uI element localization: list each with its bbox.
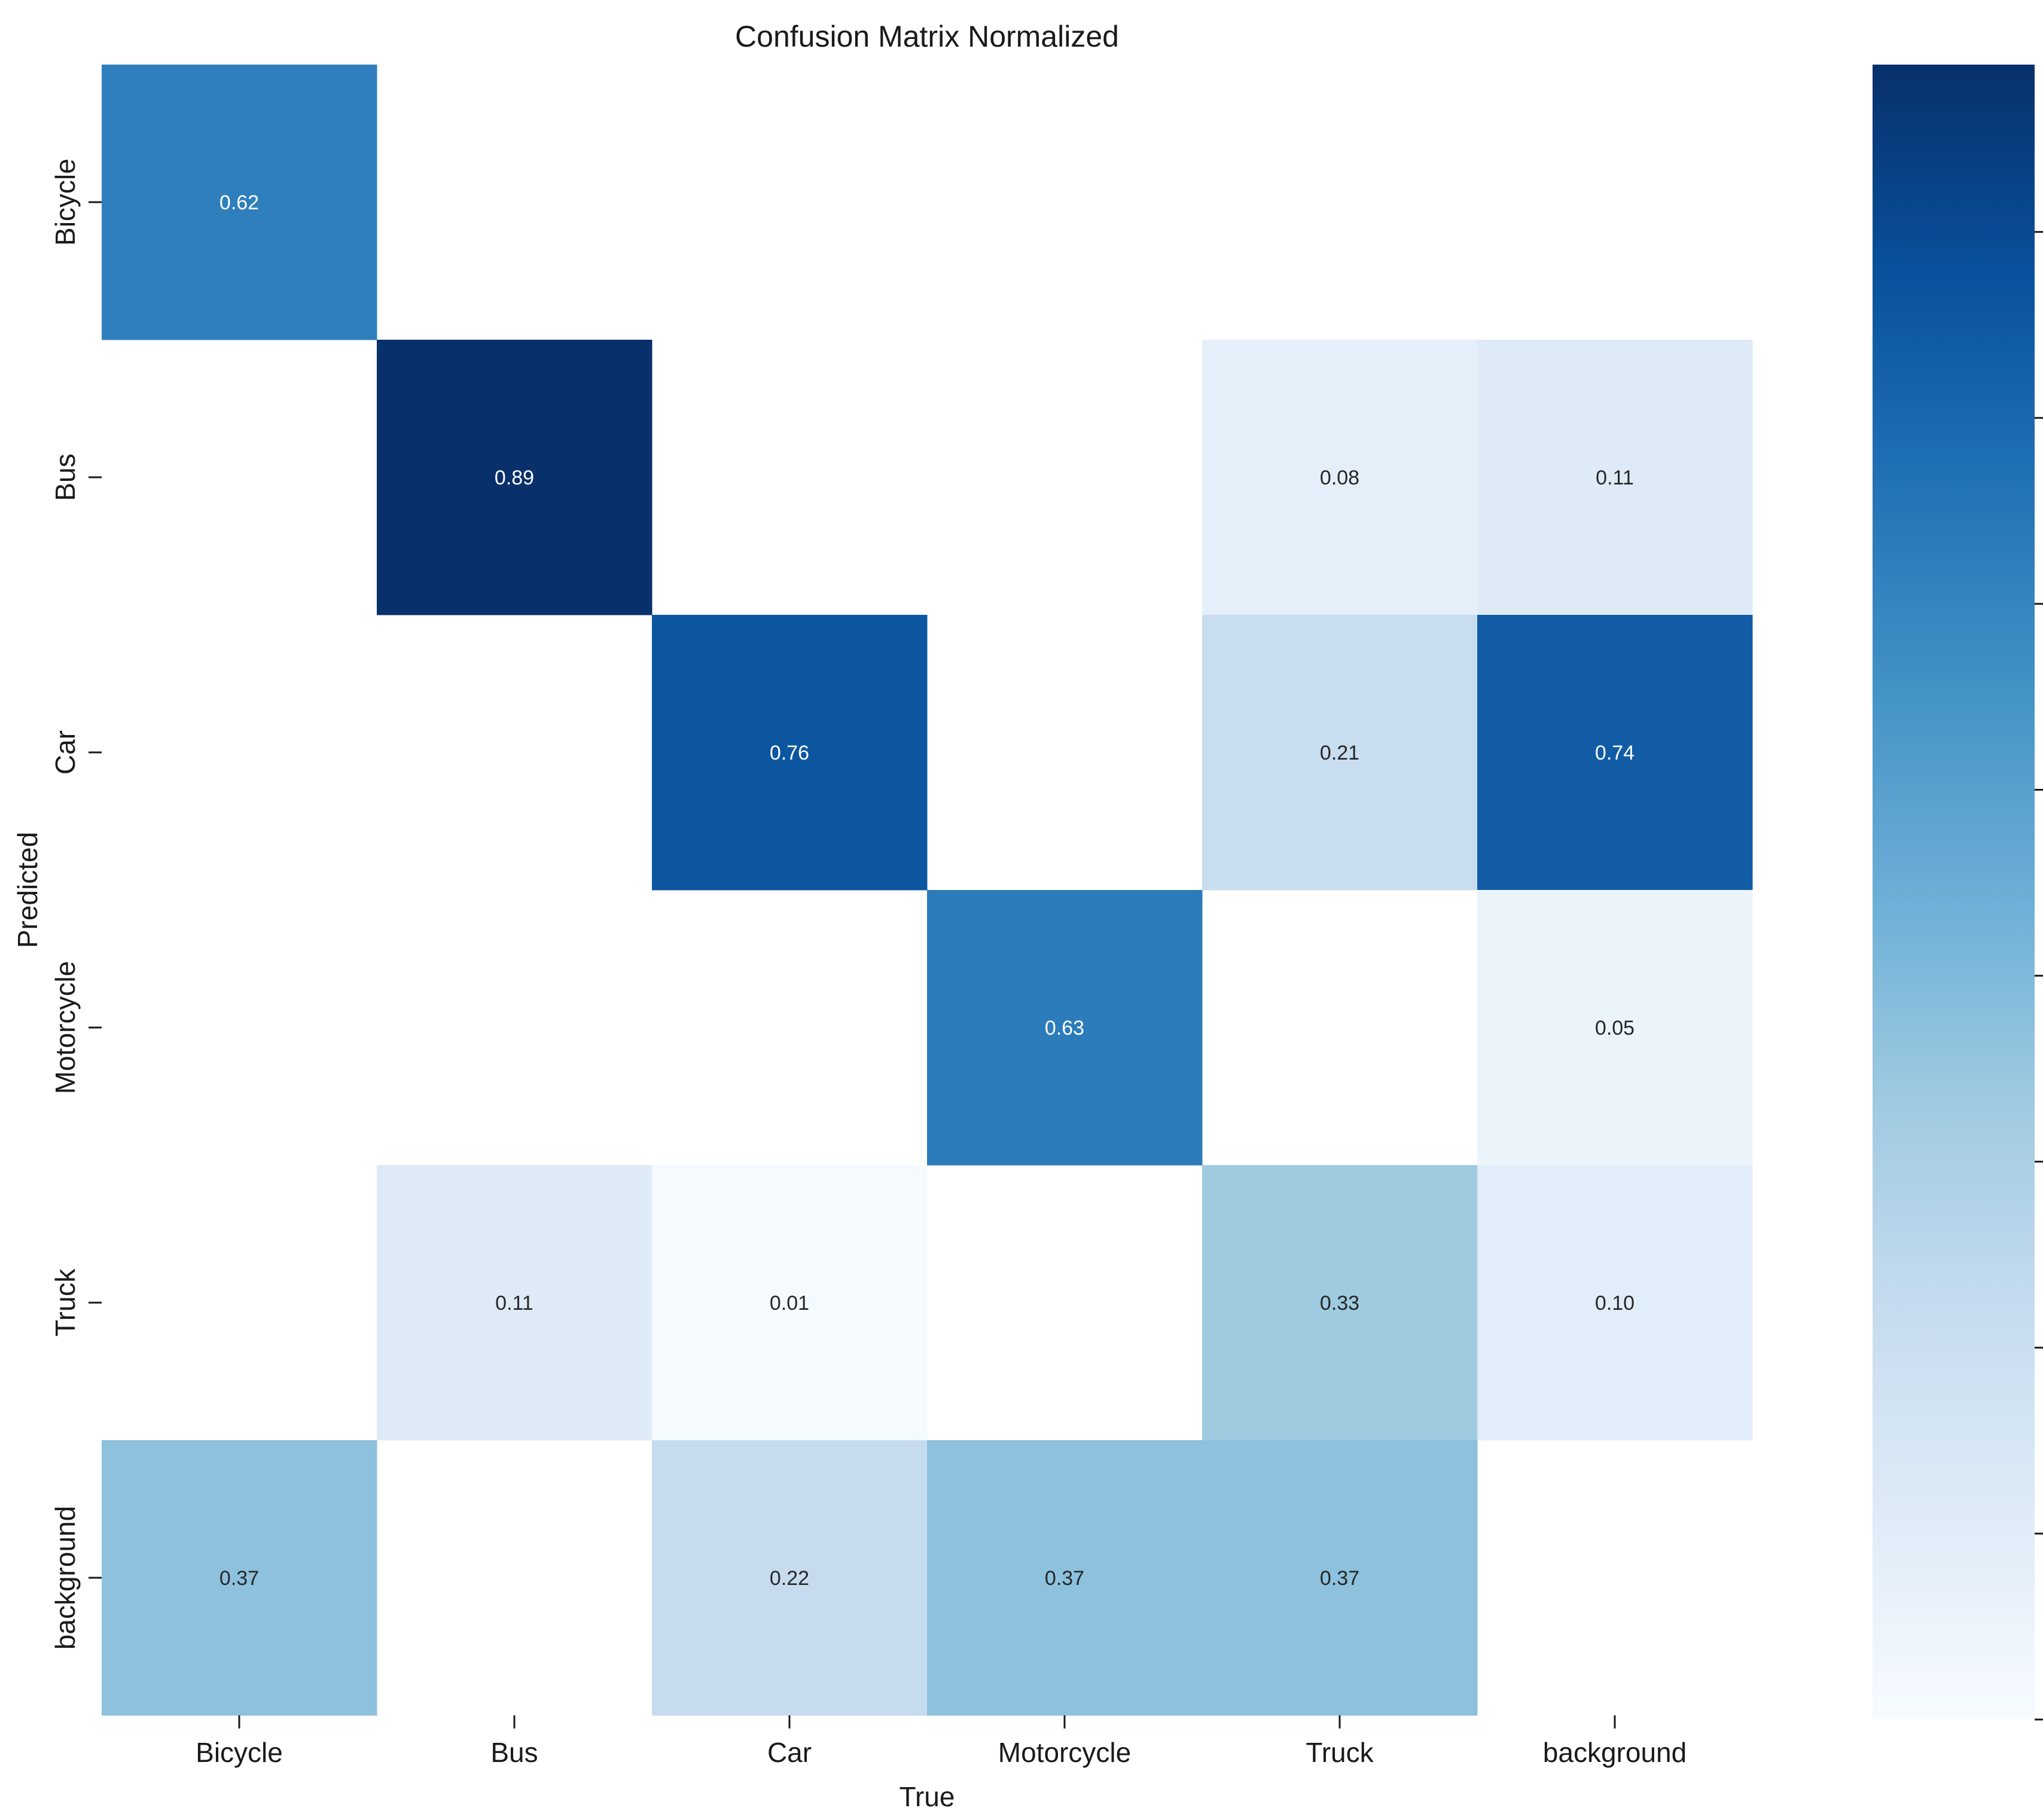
cell-value-label: 0.21	[1320, 742, 1359, 764]
heatmap-cell-labels: 0.62 0.89 0.08 0.11 0.76 0.21 0.74 0.63 0.05 0.11…	[219, 191, 1635, 1590]
colorbar: 0.00.10.20.30.40.50.60.70.8	[1873, 65, 2043, 1721]
chart-title: Confusion Matrix Normalized	[735, 20, 1119, 53]
y-axis-label: Predicted	[12, 832, 43, 948]
x-tick-label: Car	[767, 1737, 812, 1768]
heatmap-cell-background-Motorcycle	[927, 1440, 1203, 1716]
y-tick-label: Truck	[50, 1268, 81, 1336]
heatmap-cell-Bus-Truck	[1202, 340, 1478, 615]
y-tick-label: background	[50, 1506, 81, 1650]
x-tick-label: Bicycle	[196, 1737, 283, 1768]
cell-value-label: 0.37	[1045, 1567, 1084, 1590]
cell-value-label: 0.63	[1045, 1017, 1084, 1039]
y-tick-label: Bus	[50, 453, 81, 501]
heatmap-cell-Bus-Bus	[377, 340, 652, 615]
y-axis-ticks: Bicycle Bus Car Motorcycle Truck background	[50, 158, 102, 1650]
heatmap-cell-Truck-background	[1477, 1165, 1753, 1441]
cell-value-label: 0.10	[1595, 1292, 1635, 1315]
heatmap-cell-Car-background	[1477, 615, 1753, 891]
cell-value-label: 0.89	[495, 467, 534, 489]
heatmap-cell-background-Truck	[1202, 1440, 1478, 1716]
heatmap-cell-Bicycle-Bicycle	[102, 65, 377, 340]
y-tick-label: Motorcycle	[50, 961, 81, 1094]
heatmap-cell-Truck-Car	[652, 1165, 928, 1441]
cell-value-label: 0.11	[495, 1292, 533, 1315]
colorbar-gradient	[1873, 65, 2035, 1720]
heatmap-cells	[102, 65, 1753, 1716]
heatmap-cell-Motorcycle-background	[1477, 890, 1753, 1166]
cell-value-label: 0.37	[1320, 1567, 1359, 1590]
heatmap-cell-Car-Truck	[1202, 615, 1478, 891]
cell-value-label: 0.74	[1595, 742, 1635, 764]
cell-value-label: 0.62	[219, 191, 259, 214]
heatmap-cell-Truck-Bus	[377, 1165, 652, 1441]
heatmap-cell-Truck-Truck	[1202, 1165, 1478, 1441]
heatmap-cell-background-Car	[652, 1440, 928, 1716]
y-tick-label: Bicycle	[50, 158, 81, 246]
heatmap-cell-Car-Car	[652, 615, 928, 891]
cell-value-label: 0.11	[1596, 467, 1634, 489]
cell-value-label: 0.01	[770, 1292, 809, 1315]
x-tick-label: background	[1543, 1737, 1687, 1768]
x-tick-label: Motorcycle	[998, 1737, 1131, 1768]
cell-value-label: 0.08	[1320, 467, 1359, 489]
x-tick-label: Truck	[1306, 1737, 1374, 1768]
heatmap-cell-Bus-background	[1477, 340, 1753, 615]
x-tick-label: Bus	[490, 1737, 538, 1768]
y-tick-label: Car	[50, 730, 81, 775]
x-axis-label: True	[899, 1781, 955, 1812]
cell-value-label: 0.33	[1320, 1292, 1359, 1315]
x-axis-ticks: Bicycle Bus Car Motorcycle Truck background	[196, 1715, 1687, 1768]
cell-value-label: 0.22	[770, 1567, 809, 1590]
heatmap-cell-background-Bicycle	[102, 1440, 377, 1716]
cell-value-label: 0.05	[1595, 1017, 1635, 1039]
heatmap-cell-Motorcycle-Motorcycle	[927, 890, 1203, 1166]
cell-value-label: 0.37	[219, 1567, 259, 1590]
cell-value-label: 0.76	[770, 742, 809, 764]
